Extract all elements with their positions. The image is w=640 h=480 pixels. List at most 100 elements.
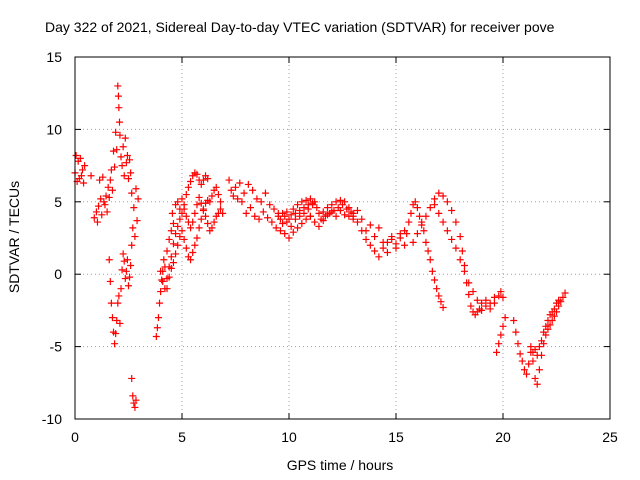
data-point xyxy=(311,218,319,226)
data-point xyxy=(106,176,114,184)
data-point xyxy=(422,238,430,246)
data-point xyxy=(182,212,190,220)
data-point xyxy=(458,247,466,255)
data-point xyxy=(478,299,486,307)
data-point xyxy=(375,253,383,261)
data-point xyxy=(111,340,119,348)
chart-title: Day 322 of 2021, Sidereal Day-to-day VTE… xyxy=(45,19,555,35)
data-point xyxy=(435,209,443,217)
data-point xyxy=(542,322,550,330)
data-point xyxy=(128,374,136,382)
data-point xyxy=(214,191,222,199)
series-segment-5 xyxy=(128,374,140,411)
data-point xyxy=(125,175,132,183)
data-point xyxy=(403,230,411,238)
data-point xyxy=(217,205,225,213)
data-point xyxy=(219,209,227,217)
data-point xyxy=(469,288,477,296)
data-point xyxy=(358,215,366,223)
data-point xyxy=(336,196,344,204)
data-point xyxy=(255,215,263,223)
data-point xyxy=(420,227,428,235)
data-point xyxy=(116,118,124,126)
data-point xyxy=(405,218,413,226)
data-point xyxy=(379,238,387,246)
data-point xyxy=(465,290,473,298)
data-point xyxy=(167,227,175,235)
data-point xyxy=(298,198,306,206)
x-tick-label: 20 xyxy=(495,429,511,445)
data-point xyxy=(197,215,205,223)
data-point xyxy=(315,222,323,230)
data-point xyxy=(294,201,302,209)
data-point xyxy=(180,205,188,213)
data-point xyxy=(123,151,131,159)
data-point xyxy=(341,198,349,206)
data-point xyxy=(174,222,182,230)
data-point xyxy=(182,244,190,252)
data-point xyxy=(401,241,409,249)
data-point xyxy=(169,259,177,267)
series-segment-1 xyxy=(71,151,89,187)
data-point xyxy=(433,285,441,293)
data-point xyxy=(199,176,207,184)
data-point xyxy=(319,217,327,225)
data-point xyxy=(435,189,443,197)
data-point xyxy=(165,235,173,243)
data-point xyxy=(289,228,297,236)
data-point xyxy=(276,215,284,223)
data-point xyxy=(486,299,494,307)
data-point xyxy=(294,224,302,232)
grid-lines xyxy=(75,57,610,419)
data-point xyxy=(281,212,289,220)
data-point xyxy=(174,198,182,206)
data-point xyxy=(158,276,166,284)
data-point xyxy=(270,205,278,213)
data-point xyxy=(306,195,314,203)
data-point xyxy=(172,230,180,238)
data-point xyxy=(232,183,239,191)
data-point xyxy=(287,222,295,230)
data-point xyxy=(134,195,142,203)
data-point xyxy=(127,169,135,177)
y-tick-label: -5 xyxy=(50,339,63,355)
data-point xyxy=(81,162,89,170)
data-point xyxy=(157,267,165,275)
data-point xyxy=(311,198,319,206)
data-point xyxy=(127,262,135,270)
data-point xyxy=(132,185,140,193)
data-point xyxy=(550,305,558,313)
data-point xyxy=(251,212,259,220)
data-point xyxy=(478,306,486,314)
data-point xyxy=(77,172,85,180)
data-point xyxy=(131,233,139,241)
data-point xyxy=(176,215,184,223)
data-point xyxy=(225,176,233,184)
data-point xyxy=(106,277,114,285)
y-tick-label: 0 xyxy=(54,266,62,282)
y-tick-label: 15 xyxy=(46,49,62,65)
data-point xyxy=(246,204,254,212)
data-point xyxy=(443,198,451,206)
data-point xyxy=(467,302,475,310)
data-point xyxy=(253,195,261,203)
data-point xyxy=(332,198,340,206)
data-point xyxy=(122,267,130,275)
data-point xyxy=(285,215,293,223)
data-point xyxy=(195,224,203,232)
data-point xyxy=(204,220,212,228)
data-markers xyxy=(71,82,569,411)
data-point xyxy=(238,198,246,206)
data-point xyxy=(353,206,361,214)
data-point xyxy=(418,221,426,229)
data-point xyxy=(302,196,310,204)
data-point xyxy=(93,218,101,226)
data-point xyxy=(371,247,379,255)
data-point xyxy=(229,192,237,200)
data-point xyxy=(167,253,175,261)
data-point xyxy=(132,396,140,404)
data-point xyxy=(482,296,490,304)
data-point xyxy=(332,212,340,220)
data-point xyxy=(304,201,312,209)
